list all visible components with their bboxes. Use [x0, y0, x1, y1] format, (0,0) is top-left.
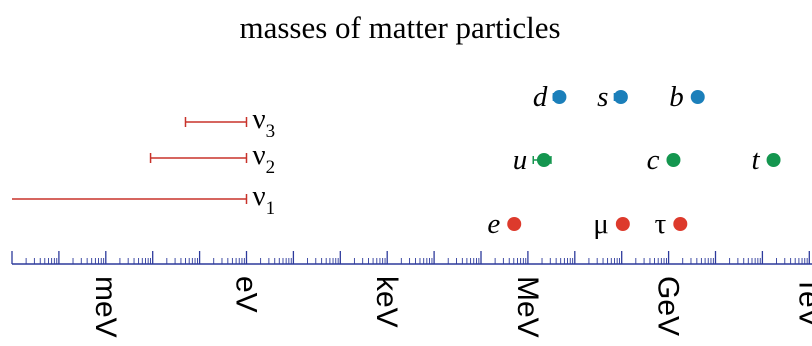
- data-point: [766, 153, 781, 167]
- axis-label-ev: eV: [230, 276, 263, 313]
- particle-c: c: [647, 144, 681, 176]
- neutrino-index: 3: [266, 121, 276, 142]
- chart-title: masses of matter particles: [239, 10, 560, 45]
- neutrino-label: ν2: [253, 139, 276, 178]
- axis-label-mev: meV: [89, 276, 122, 338]
- axis-label-gev: GeV: [652, 276, 685, 336]
- data-point: [673, 217, 688, 231]
- neutrino-label: ν1: [253, 180, 276, 219]
- particle-label: c: [647, 144, 660, 176]
- data-point: [690, 90, 705, 104]
- particle-label: d: [533, 81, 548, 113]
- data-point: [666, 153, 681, 167]
- particle-u: u: [513, 144, 552, 176]
- particle-label: μ: [593, 208, 609, 240]
- data-point: [615, 217, 630, 231]
- data-point: [507, 217, 522, 231]
- data-point: [613, 90, 628, 104]
- particle-label: u: [513, 144, 528, 176]
- neutrino-symbol: ν: [253, 139, 266, 171]
- neutrino-symbol: ν: [253, 103, 266, 135]
- axis-label-tev: TeV: [792, 276, 812, 328]
- particle-label: τ: [655, 208, 667, 240]
- particle-label: e: [487, 208, 500, 240]
- neutrino-range-nu3: ν3: [184, 103, 276, 142]
- particle-t: t: [752, 144, 781, 176]
- particle-label: b: [669, 81, 684, 113]
- neutrino-range-nu2: ν2: [149, 139, 276, 178]
- particle-s: s: [597, 81, 628, 113]
- axis-label-kev: keV: [370, 276, 403, 328]
- particle-d: d: [533, 81, 567, 113]
- particle-b: b: [669, 81, 705, 113]
- neutrino-index: 1: [266, 198, 276, 219]
- neutrino-range-nu1: ν1: [12, 180, 275, 219]
- particle-label: s: [597, 81, 608, 113]
- neutrino-symbol: ν: [253, 180, 266, 212]
- axis-label-mev: MeV: [511, 276, 544, 338]
- neutrino-label: ν3: [253, 103, 276, 142]
- particle-μ: μ: [593, 208, 630, 240]
- particle-points: d s b u c t e μ τ: [487, 81, 781, 240]
- data-point: [552, 90, 567, 104]
- x-axis: meV eV keV MeV GeV TeV: [11, 251, 812, 338]
- neutrino-index: 2: [266, 157, 276, 178]
- particle-label: t: [752, 144, 761, 176]
- data-point: [536, 153, 551, 167]
- particle-τ: τ: [655, 208, 688, 240]
- particle-e: e: [487, 208, 522, 240]
